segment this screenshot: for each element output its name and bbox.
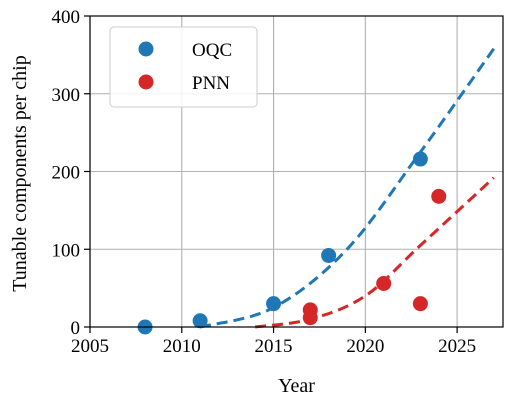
legend-label-oqc: OQC — [192, 40, 232, 61]
y-tick-label: 100 — [52, 240, 81, 261]
x-tick-label: 2010 — [163, 336, 201, 357]
pnn-point — [302, 302, 318, 318]
y-tick-label: 300 — [52, 85, 81, 106]
pnn-point — [376, 275, 392, 291]
legend-marker-oqc — [138, 41, 154, 57]
y-tick-label: 400 — [52, 7, 81, 28]
legend-label-pnn: PNN — [192, 73, 230, 94]
pnn-point — [412, 296, 428, 312]
oqc-fit-line — [199, 47, 496, 329]
ticks: 2005 2010 2015 2020 2025 0 100 200 300 400 — [52, 7, 477, 357]
x-tick-label: 2005 — [71, 336, 109, 357]
fit-lines — [199, 47, 496, 329]
x-axis-label: Year — [278, 375, 315, 397]
legend-box — [109, 26, 258, 108]
pnn-fit-line — [254, 176, 495, 329]
x-tick-label: 2020 — [346, 336, 384, 357]
y-tick-label: 200 — [52, 163, 81, 184]
legend: OQC PNN — [109, 26, 258, 108]
oqc-point — [412, 151, 428, 167]
x-tick-label: 2015 — [255, 336, 293, 357]
oqc-point — [266, 296, 282, 312]
data-points — [137, 151, 447, 335]
y-tick-label: 0 — [71, 318, 81, 339]
legend-marker-pnn — [138, 74, 154, 90]
oqc-point — [192, 313, 208, 329]
x-tick-label: 2025 — [438, 336, 476, 357]
oqc-point — [321, 247, 337, 263]
y-axis-label: Tunable components per chip — [9, 55, 31, 291]
pnn-point — [431, 188, 447, 204]
